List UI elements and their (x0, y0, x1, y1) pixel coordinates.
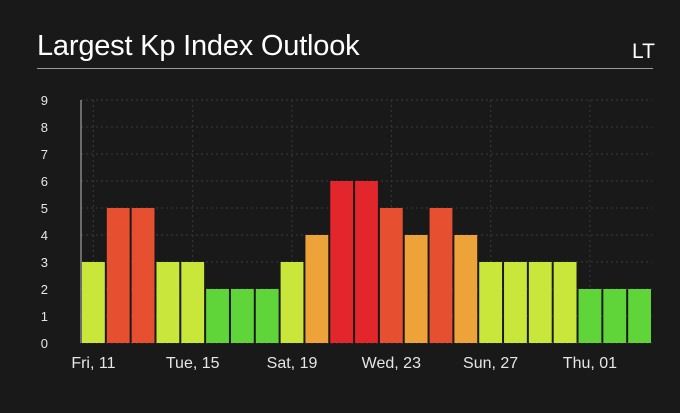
kp-bar (181, 262, 205, 343)
chart-title: Largest Kp Index Outlook (37, 30, 360, 62)
kp-bar (603, 289, 627, 343)
y-tick-label: 9 (41, 93, 48, 108)
kp-bar (206, 289, 229, 343)
kp-bar (305, 235, 329, 343)
x-tick-label: Wed, 23 (362, 355, 421, 372)
kp-bar (131, 208, 155, 343)
y-tick-label: 3 (41, 255, 48, 270)
kp-bar (553, 262, 577, 343)
y-tick-label: 4 (41, 228, 48, 243)
kp-bar (355, 181, 378, 343)
kp-bar (504, 262, 527, 343)
y-tick-label: 0 (41, 336, 48, 351)
y-tick-label: 8 (41, 120, 48, 135)
title-divider (37, 68, 653, 69)
timezone-label[interactable]: LT (632, 40, 655, 63)
kp-bar (628, 289, 651, 343)
x-tick-label: Tue, 15 (166, 355, 220, 372)
kp-bar (528, 262, 552, 343)
kp-bar (156, 262, 180, 343)
kp-bar (330, 181, 354, 343)
x-tick-label: Sat, 19 (267, 355, 318, 372)
x-tick-label: Fri, 11 (71, 355, 115, 372)
y-tick-label: 2 (41, 282, 48, 297)
kp-bar (479, 262, 503, 343)
y-tick-label: 1 (41, 309, 48, 324)
kp-bar (255, 289, 279, 343)
x-tick-label: Thu, 01 (563, 355, 617, 372)
kp-bar (578, 289, 602, 343)
y-tick-label: 6 (41, 174, 48, 189)
y-tick-label: 7 (41, 147, 48, 162)
kp-bar (379, 208, 403, 343)
kp-bar (454, 235, 478, 343)
kp-bar (230, 289, 254, 343)
y-tick-label: 5 (41, 201, 48, 216)
kp-bar (82, 262, 105, 343)
kp-bar (280, 262, 304, 343)
kp-bar (429, 208, 453, 343)
kp-bar (106, 208, 130, 343)
x-tick-label: Sun, 27 (463, 355, 518, 372)
kp-bar (404, 235, 428, 343)
